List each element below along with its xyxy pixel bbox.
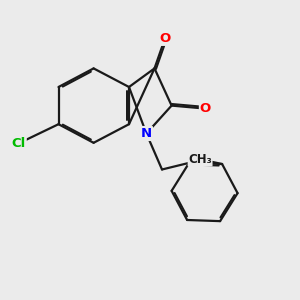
Text: N: N <box>141 127 152 140</box>
Text: Cl: Cl <box>11 137 26 150</box>
Text: CH₃: CH₃ <box>188 153 212 166</box>
Text: O: O <box>159 32 171 45</box>
Text: O: O <box>200 102 211 115</box>
